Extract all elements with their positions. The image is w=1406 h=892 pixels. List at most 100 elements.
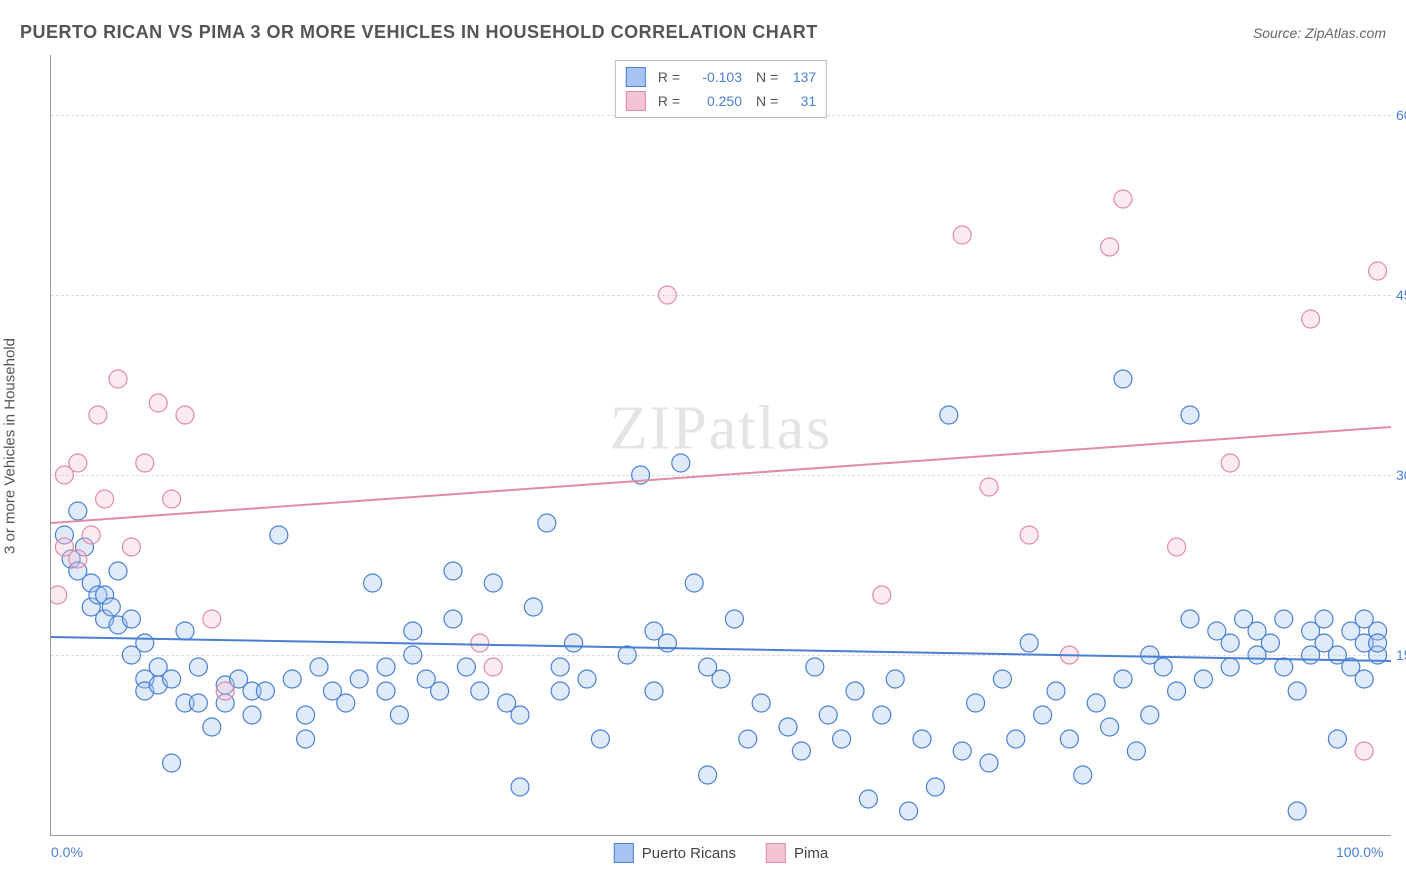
scatter-point: [1355, 742, 1373, 760]
scatter-point: [216, 682, 234, 700]
legend-r-label: R =: [658, 69, 680, 85]
scatter-point: [149, 394, 167, 412]
scatter-point: [953, 226, 971, 244]
scatter-point: [752, 694, 770, 712]
chart-title: PUERTO RICAN VS PIMA 3 OR MORE VEHICLES …: [20, 22, 818, 43]
scatter-point: [1221, 634, 1239, 652]
scatter-point: [1275, 610, 1293, 628]
y-tick-label: 45.0%: [1396, 287, 1406, 303]
scatter-point: [618, 646, 636, 664]
x-tick-label: 100.0%: [1336, 844, 1383, 860]
scatter-point: [806, 658, 824, 676]
series-legend: Puerto Ricans Pima: [614, 843, 828, 863]
scatter-point: [404, 646, 422, 664]
scatter-point: [96, 490, 114, 508]
chart-plot-area: ZIPatlas R = -0.103 N = 137 R = 0.250 N …: [50, 55, 1391, 836]
y-tick-label: 60.0%: [1396, 107, 1406, 123]
scatter-point: [1060, 730, 1078, 748]
legend-row-pima: R = 0.250 N = 31: [626, 89, 816, 113]
legend-r-value-1: 0.250: [680, 93, 742, 109]
scatter-point: [524, 598, 542, 616]
scatter-point: [873, 586, 891, 604]
legend-bottom-swatch-1: [766, 843, 786, 863]
scatter-point: [712, 670, 730, 688]
scatter-point: [163, 754, 181, 772]
scatter-point: [484, 658, 502, 676]
scatter-point: [350, 670, 368, 688]
chart-svg: [51, 55, 1391, 835]
scatter-point: [1020, 634, 1038, 652]
scatter-point: [1141, 706, 1159, 724]
legend-bottom-label-1: Pima: [794, 845, 828, 862]
scatter-point: [913, 730, 931, 748]
scatter-point: [699, 766, 717, 784]
source-name: ZipAtlas.com: [1305, 25, 1386, 41]
scatter-point: [725, 610, 743, 628]
scatter-point: [685, 574, 703, 592]
scatter-point: [136, 454, 154, 472]
legend-n-label: N =: [756, 69, 778, 85]
trend-line: [51, 427, 1391, 523]
scatter-point: [1101, 718, 1119, 736]
scatter-point: [993, 670, 1011, 688]
scatter-point: [51, 586, 67, 604]
scatter-point: [792, 742, 810, 760]
scatter-point: [846, 682, 864, 700]
scatter-point: [1168, 538, 1186, 556]
scatter-point: [404, 622, 422, 640]
scatter-point: [377, 658, 395, 676]
legend-swatch-puerto-ricans: [626, 67, 646, 87]
scatter-point: [102, 598, 120, 616]
legend-n-value-1: 31: [778, 93, 816, 109]
scatter-point: [1168, 682, 1186, 700]
scatter-point: [109, 562, 127, 580]
scatter-point: [163, 490, 181, 508]
scatter-point: [833, 730, 851, 748]
scatter-point: [819, 706, 837, 724]
scatter-point: [189, 694, 207, 712]
scatter-point: [122, 538, 140, 556]
source-attribution: Source: ZipAtlas.com: [1253, 25, 1386, 41]
legend-n-label-2: N =: [756, 93, 778, 109]
scatter-point: [1114, 190, 1132, 208]
scatter-point: [1355, 670, 1373, 688]
scatter-point: [672, 454, 690, 472]
scatter-point: [1101, 238, 1119, 256]
scatter-point: [591, 730, 609, 748]
scatter-point: [270, 526, 288, 544]
scatter-point: [551, 658, 569, 676]
scatter-point: [1369, 634, 1387, 652]
scatter-point: [431, 682, 449, 700]
scatter-point: [859, 790, 877, 808]
scatter-point: [1221, 454, 1239, 472]
scatter-point: [873, 706, 891, 724]
scatter-point: [471, 634, 489, 652]
scatter-point: [1315, 610, 1333, 628]
scatter-point: [1114, 670, 1132, 688]
scatter-point: [739, 730, 757, 748]
scatter-point: [1181, 406, 1199, 424]
legend-item-pima: Pima: [766, 843, 828, 863]
scatter-point: [176, 622, 194, 640]
scatter-point: [1034, 706, 1052, 724]
scatter-point: [163, 670, 181, 688]
legend-bottom-label-0: Puerto Ricans: [642, 845, 736, 862]
scatter-point: [1074, 766, 1092, 784]
scatter-point: [310, 658, 328, 676]
scatter-point: [658, 286, 676, 304]
scatter-point: [484, 574, 502, 592]
scatter-point: [511, 778, 529, 796]
scatter-point: [243, 706, 261, 724]
scatter-point: [82, 526, 100, 544]
scatter-point: [1047, 682, 1065, 700]
scatter-point: [297, 706, 315, 724]
y-tick-label: 15.0%: [1396, 647, 1406, 663]
source-prefix: Source:: [1253, 25, 1305, 41]
scatter-point: [1328, 730, 1346, 748]
scatter-point: [89, 406, 107, 424]
scatter-point: [1181, 610, 1199, 628]
scatter-point: [886, 670, 904, 688]
scatter-point: [1288, 682, 1306, 700]
scatter-point: [658, 634, 676, 652]
scatter-point: [1114, 370, 1132, 388]
